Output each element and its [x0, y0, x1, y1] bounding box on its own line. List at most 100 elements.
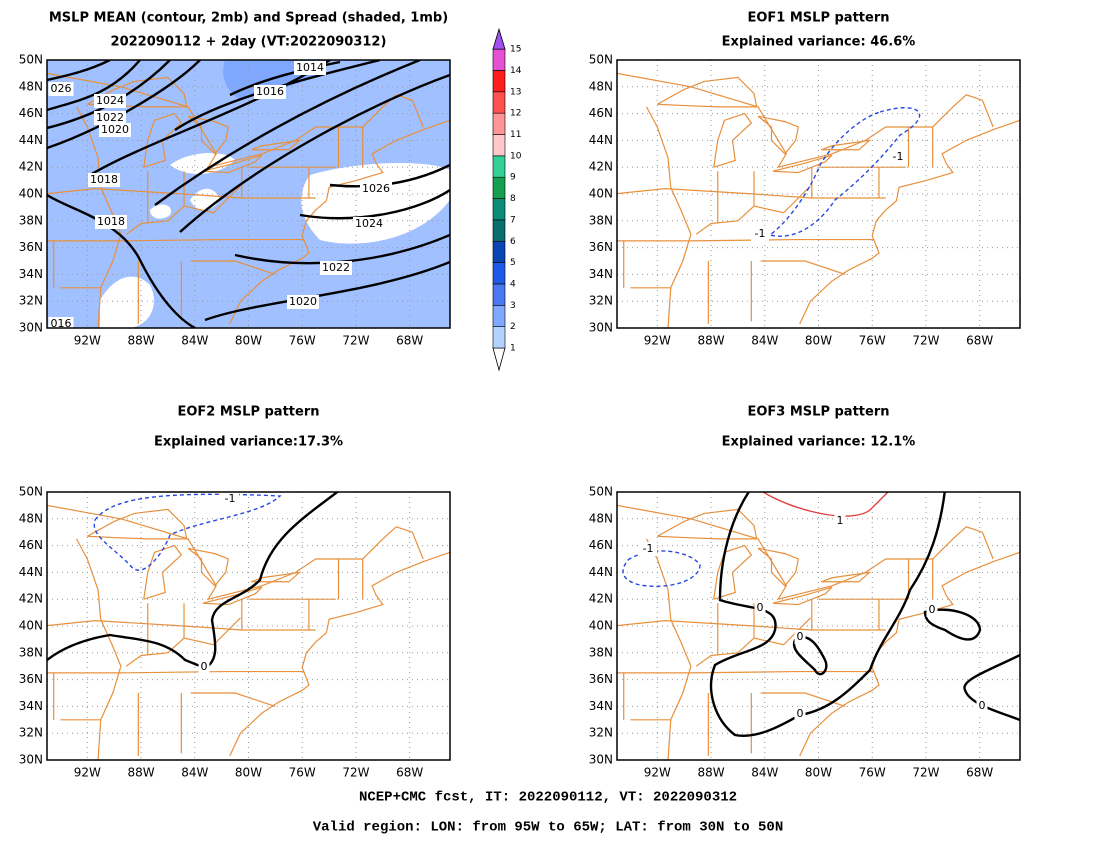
colorbar-label: 12: [510, 109, 521, 119]
contour: [47, 492, 340, 670]
border: [125, 185, 241, 235]
contour-label-bg: [320, 261, 352, 275]
border: [47, 504, 424, 601]
contour-label: 1020: [289, 295, 317, 308]
contour-label-bg: [639, 542, 657, 556]
contour-label: -1: [755, 227, 766, 240]
map-panel: -1 0 EOF2 MSLP pattern Explained variance:1…: [19, 405, 451, 780]
lat-tick-label: 36N: [19, 240, 43, 254]
lat-tick-label: 46N: [589, 106, 613, 120]
colorbar-label: 6: [510, 237, 516, 247]
border: [617, 238, 874, 242]
footer-line: Valid region: LON: from 95W to 65W; LAT:…: [313, 820, 783, 836]
colorbar-label: 14: [510, 66, 522, 76]
spread-shade: [150, 204, 171, 219]
border: [143, 112, 183, 168]
colorbar-label: 7: [510, 215, 516, 225]
contour-label-bg: [353, 217, 385, 231]
lat-tick-label: 34N: [19, 699, 43, 713]
border: [143, 544, 183, 600]
lon-tick-label: 68W: [966, 766, 993, 780]
border: [713, 544, 753, 600]
lon-tick-label: 80W: [805, 766, 832, 780]
contour: [47, 60, 111, 82]
spread-shade: [301, 163, 450, 244]
contour-label-bg: [99, 123, 131, 137]
colorbar-box: [492, 326, 506, 349]
border: [646, 538, 692, 760]
lat-tick-label: 42N: [589, 592, 613, 606]
map-area: 1 -1 0 0 0 0 0: [617, 492, 1020, 760]
contour-label: 0: [797, 630, 804, 643]
lat-tick-label: 38N: [589, 213, 613, 227]
contour: [709, 492, 946, 737]
border: [229, 119, 450, 325]
lat-tick-label: 32N: [19, 726, 43, 740]
lon-tick-label: 92W: [644, 766, 671, 780]
border: [820, 139, 872, 151]
lon-tick-label: 88W: [127, 766, 154, 780]
colorbar-label: 2: [510, 322, 516, 332]
border: [799, 119, 1020, 325]
lat-tick-label: 38N: [589, 645, 613, 659]
border: [202, 154, 263, 174]
lon-tick-label: 80W: [805, 334, 832, 348]
panel-subtitle: Explained variance: 12.1%: [722, 435, 916, 450]
border: [799, 551, 1020, 757]
lon-tick-label: 84W: [181, 766, 208, 780]
lat-tick-label: 34N: [589, 699, 613, 713]
contour: [47, 60, 201, 150]
lon-tick-label: 76W: [859, 766, 886, 780]
contour-label-bg: [287, 295, 319, 309]
contour-label-bg: [794, 630, 806, 644]
border: [190, 692, 276, 707]
contour-label: 1022: [322, 261, 350, 274]
colorbar-box: [492, 70, 506, 93]
lat-tick-label: 50N: [589, 53, 613, 67]
panel-frame: [616, 491, 1021, 761]
lon-tick-label: 88W: [127, 334, 154, 348]
contour: [963, 653, 1020, 722]
colorbar-label: 1: [510, 344, 516, 354]
border: [646, 106, 692, 328]
border: [617, 620, 886, 631]
lon-tick-label: 76W: [859, 334, 886, 348]
lat-tick-label: 44N: [589, 565, 613, 579]
contour-label-bg: [94, 111, 126, 125]
contour-label: 1024: [355, 217, 383, 230]
lon-tick-label: 72W: [342, 766, 369, 780]
lat-tick-label: 32N: [589, 294, 613, 308]
contour: [47, 193, 196, 328]
lon-tick-label: 92W: [74, 766, 101, 780]
border: [757, 115, 800, 155]
colorbar-label: 3: [510, 301, 516, 311]
colorbar-box: [492, 134, 506, 157]
border: [47, 670, 304, 674]
lat-tick-label: 30N: [589, 321, 613, 335]
panel-title: EOF2 MSLP pattern: [177, 405, 319, 420]
border: [190, 260, 276, 275]
border: [772, 154, 833, 174]
border: [760, 692, 846, 707]
lat-tick-label: 32N: [19, 294, 43, 308]
map-area: -1 0: [47, 492, 450, 760]
colorbar-label: 5: [510, 258, 516, 268]
lat-tick-label: 36N: [19, 672, 43, 686]
border: [125, 617, 241, 667]
contour: [792, 636, 828, 676]
lat-tick-label: 38N: [19, 213, 43, 227]
contour-label: 1024: [96, 94, 124, 107]
map-panel: 1014101610241022102010181018102610241022…: [19, 11, 451, 348]
contour-label: 1: [837, 514, 844, 527]
colorbar-box: [492, 304, 506, 327]
lon-tick-label: 72W: [912, 334, 939, 348]
contour-label: 026: [51, 82, 72, 95]
lat-tick-label: 38N: [19, 645, 43, 659]
contour-label-bg: [834, 514, 846, 528]
contour-label-bg: [221, 492, 239, 506]
border: [695, 185, 811, 235]
lon-tick-label: 72W: [342, 334, 369, 348]
colorbar-box: [492, 176, 506, 199]
colorbar-label: 8: [510, 194, 516, 204]
contour-label-bg: [889, 150, 907, 164]
